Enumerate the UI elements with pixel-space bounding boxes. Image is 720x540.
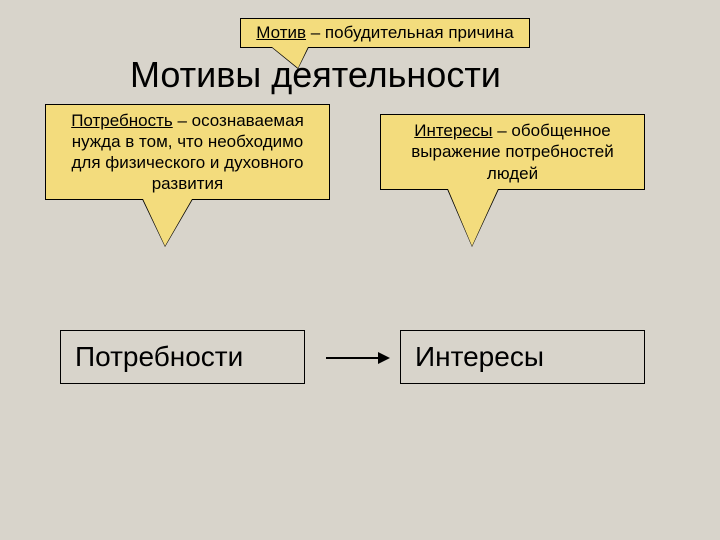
slide-title: Мотивы деятельности: [130, 54, 501, 96]
callout-tail-fill: [143, 199, 192, 246]
callout-need-definition: Потребность – осознаваемая нужда в том, …: [45, 104, 330, 200]
term-needs-label: Потребности: [75, 341, 243, 373]
callout-interests-definition: Интересы – обобщенное выражение потребно…: [380, 114, 645, 190]
underlined-term-interests: Интересы: [414, 121, 492, 140]
callout-motive-definition: Мотив – побудительная причина: [240, 18, 530, 48]
arrow-line: [326, 357, 378, 359]
callout-motive-text: Мотив – побудительная причина: [256, 22, 513, 43]
term-box-interests: Интересы: [400, 330, 645, 384]
arrow-head-icon: [378, 352, 390, 364]
term-box-needs: Потребности: [60, 330, 305, 384]
underlined-term-need: Потребность: [71, 111, 173, 130]
term-interests-label: Интересы: [415, 341, 544, 373]
underlined-term-motive: Мотив: [256, 23, 306, 42]
callout-need-text: Потребность – осознаваемая нужда в том, …: [71, 110, 304, 195]
callout-tail-fill: [448, 189, 498, 246]
callout-interests-text: Интересы – обобщенное выражение потребно…: [411, 120, 613, 184]
